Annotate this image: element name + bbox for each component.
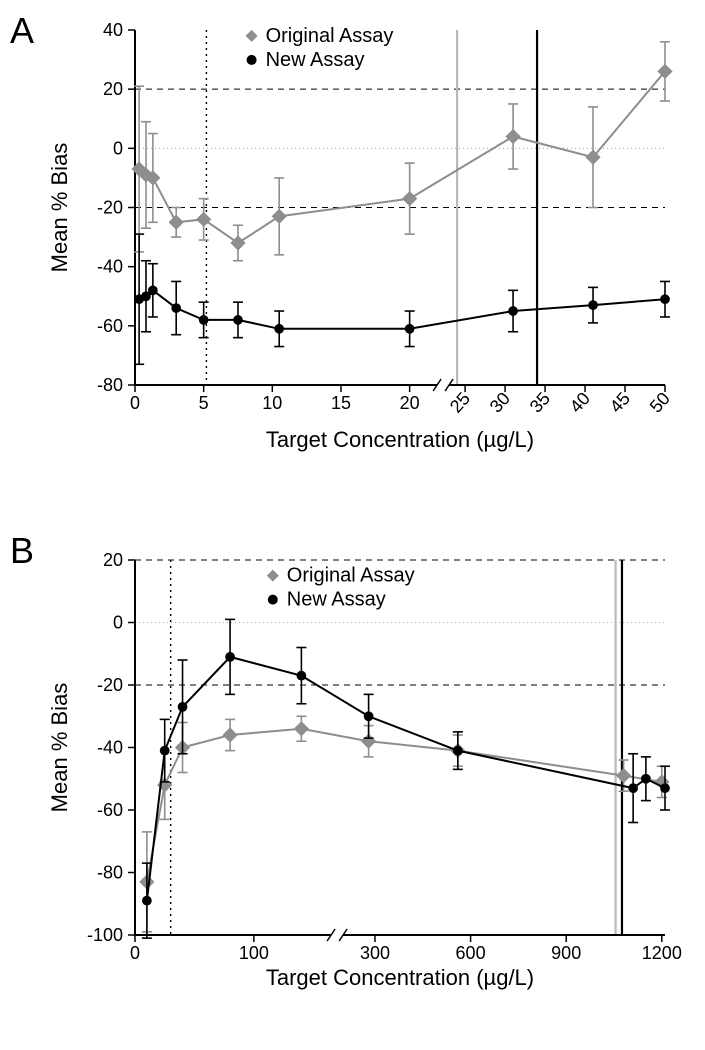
svg-text:30: 30 — [486, 388, 514, 416]
svg-text:15: 15 — [331, 393, 351, 413]
svg-text:900: 900 — [551, 943, 581, 963]
svg-text:-80: -80 — [97, 863, 123, 883]
svg-text:0: 0 — [113, 613, 123, 633]
svg-text:10: 10 — [262, 393, 282, 413]
panel-label-b: B — [10, 530, 34, 572]
svg-text:-20: -20 — [97, 198, 123, 218]
svg-text:-60: -60 — [97, 800, 123, 820]
svg-text:35: 35 — [526, 388, 554, 416]
svg-text:5: 5 — [199, 393, 209, 413]
svg-text:600: 600 — [456, 943, 486, 963]
svg-text:Mean % Bias: Mean % Bias — [47, 683, 72, 813]
svg-text:New Assay: New Assay — [266, 49, 365, 71]
svg-text:20: 20 — [400, 393, 420, 413]
svg-text:40: 40 — [103, 20, 123, 40]
svg-text:New Assay: New Assay — [287, 589, 386, 611]
svg-text:Target Concentration (µg/L): Target Concentration (µg/L) — [266, 427, 534, 452]
svg-text:20: 20 — [103, 79, 123, 99]
svg-text:-40: -40 — [97, 257, 123, 277]
svg-text:-20: -20 — [97, 675, 123, 695]
svg-text:0: 0 — [113, 138, 123, 158]
svg-text:Mean % Bias: Mean % Bias — [47, 143, 72, 273]
svg-text:1200: 1200 — [642, 943, 682, 963]
svg-text:0: 0 — [130, 393, 140, 413]
svg-text:25: 25 — [446, 388, 474, 416]
svg-text:100: 100 — [239, 943, 269, 963]
svg-text:-100: -100 — [87, 925, 123, 945]
svg-text:40: 40 — [566, 388, 594, 416]
svg-text:Original Assay: Original Assay — [266, 25, 394, 47]
svg-text:0: 0 — [130, 943, 140, 963]
svg-text:-60: -60 — [97, 316, 123, 336]
panel-label-a: A — [10, 10, 34, 52]
svg-text:Original Assay: Original Assay — [287, 565, 415, 587]
chart-svg: -80 -60 -40 -20 0 20 40 0 5 10 15 20 25 30 35 40 45 50 Mea… — [0, 0, 705, 1050]
svg-text:-40: -40 — [97, 738, 123, 758]
svg-text:45: 45 — [606, 388, 634, 416]
svg-text:-80: -80 — [97, 375, 123, 395]
svg-text:Target Concentration (µg/L): Target Concentration (µg/L) — [266, 965, 534, 990]
figure-container: A B -80 -60 -40 -20 0 20 40 0 5 10 15 20 25 30 35 40 45 5… — [0, 0, 705, 1050]
svg-text:20: 20 — [103, 550, 123, 570]
svg-text:50: 50 — [646, 388, 674, 416]
svg-text:300: 300 — [360, 943, 390, 963]
